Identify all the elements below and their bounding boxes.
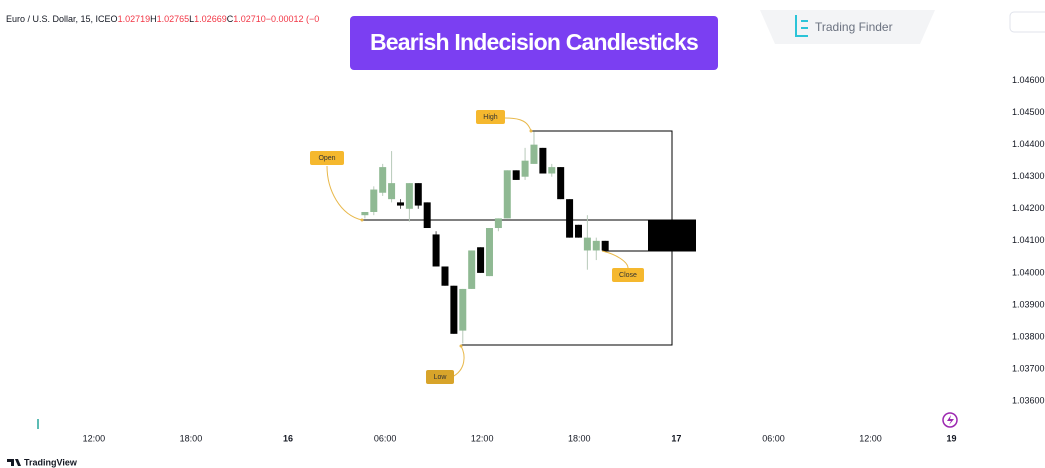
candle-body [574,224,582,238]
annotation-label: High [483,114,498,121]
candle-body [530,144,538,164]
candle-body [539,147,547,174]
x-tick-label: 12:00 [859,433,882,443]
candle-body [548,167,556,174]
candle-body [468,250,476,289]
legend-part: 1.02669 [194,14,227,24]
legend-part: L [189,14,194,24]
alert-icon[interactable] [942,412,958,428]
candle-body [601,240,609,251]
y-tick-label: 1.04500 [1012,107,1045,117]
annotation-box [426,370,454,384]
y-tick-label: 1.04400 [1012,139,1045,149]
annotation-label: Low [434,374,448,381]
candle-body [414,183,422,206]
symbol-legend: Euro / U.S. Dollar, 15, ICEO1.02719H1.02… [6,14,319,24]
candle-body [432,234,440,267]
annotation-box [310,151,344,165]
x-tick-label: 17 [671,433,681,443]
y-tick-label: 1.03700 [1012,363,1045,373]
x-tick-label: 18:00 [180,433,203,443]
legend-part: Euro / U.S. Dollar, 15, ICE [6,14,111,24]
chart-title: Bearish Indecision Candlesticks [370,29,698,55]
candle-body [361,211,369,216]
x-tick-label: 16 [283,433,293,443]
candle-body [494,218,502,229]
legend-part: 1.02719 [118,14,151,24]
annotation-label: Close [619,272,637,279]
legend-part: −0.00012 (−0 [266,14,320,24]
x-tick-label: 06:00 [762,433,785,443]
candle-body [583,237,591,251]
y-tick-label: 1.03600 [1012,396,1045,406]
legend-part: 1.02710 [233,14,266,24]
brand-name: Trading Finder [815,20,893,34]
candle-body [485,228,493,277]
tv-logo [7,459,21,466]
annotation-connectors [326,117,629,378]
candle-body [450,285,458,334]
title-banner [350,16,718,70]
brand-logo [795,15,808,37]
candle-body [557,167,565,200]
y-tick-label: 1.03900 [1012,299,1045,309]
annotation-shapes [362,130,696,346]
footer-brand: TradingView [24,457,78,467]
range-block [648,220,696,251]
candle-body [477,247,485,273]
candle-body [503,170,511,219]
legend-part: H [150,14,157,24]
y-tick-label: 1.04000 [1012,267,1045,277]
x-tick-label: 18:00 [568,433,591,443]
x-tick-label: 06:00 [374,433,397,443]
legend-part: O [111,14,118,24]
candle-body [405,183,413,209]
candle-body [379,167,387,193]
x-tick-label: 19 [946,433,956,443]
candle-body [423,202,431,229]
anchor [459,344,463,348]
legend-part: 1.02765 [157,14,190,24]
candle-body [459,288,467,331]
y-tick-label: 1.03800 [1012,331,1045,341]
x-tick-label: 12:00 [83,433,106,443]
y-tick-label: 1.04600 [1012,75,1045,85]
candle-body [370,189,378,212]
candle-body [396,202,404,206]
toolbar-button[interactable] [1009,11,1045,33]
candle-body [592,240,600,251]
anchor [360,218,364,222]
candle-body [566,199,574,238]
candle-body [521,160,529,177]
legend-part: C [227,14,234,24]
annotation-box [612,268,644,282]
annotation-label: Open [318,155,335,162]
candle-body [388,183,396,200]
annotation-box [476,110,505,124]
candle-body [512,170,520,180]
y-tick-label: 1.04100 [1012,235,1045,245]
anchor [529,129,533,133]
alert-bolt [947,415,954,425]
candle-body [441,266,449,286]
x-tick-label: 12:00 [471,433,494,443]
y-tick-label: 1.04200 [1012,203,1045,213]
y-tick-label: 1.04300 [1012,171,1045,181]
